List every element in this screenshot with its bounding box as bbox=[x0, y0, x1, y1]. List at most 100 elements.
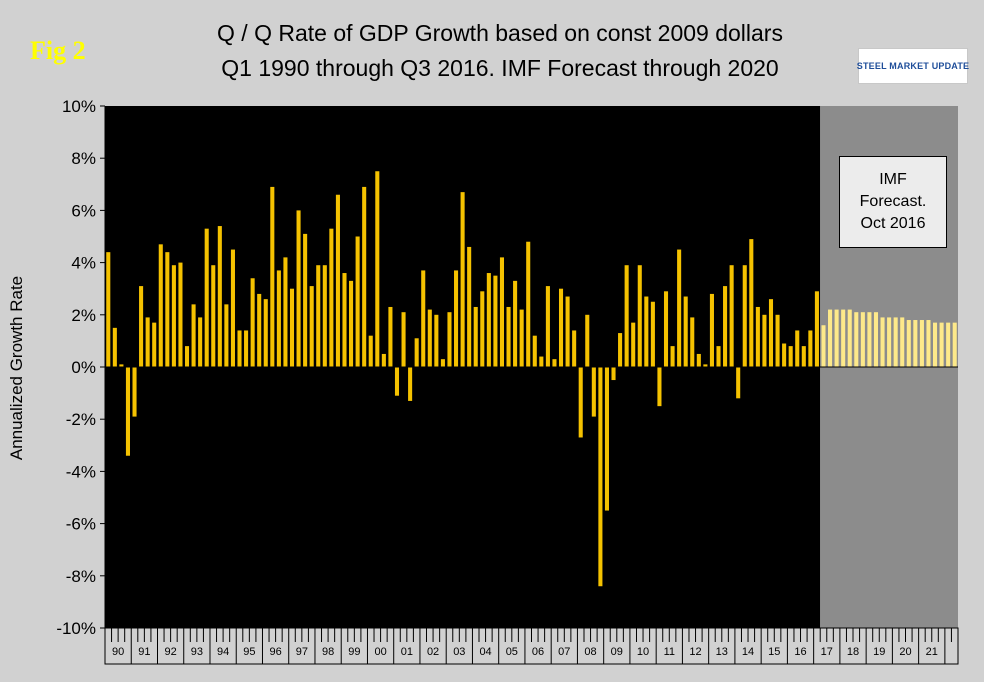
x-tick-label: 12 bbox=[689, 646, 701, 658]
bar-actual bbox=[526, 241, 531, 367]
bar-actual bbox=[637, 265, 642, 367]
x-tick-label: 00 bbox=[374, 646, 386, 658]
bar-actual bbox=[513, 280, 518, 367]
bar-forecast bbox=[821, 325, 826, 367]
bar-actual bbox=[618, 333, 623, 367]
bar-actual bbox=[171, 265, 176, 367]
x-tick-label: 91 bbox=[138, 646, 150, 658]
bar-actual bbox=[368, 335, 373, 367]
bar-actual bbox=[755, 306, 760, 367]
bar-actual bbox=[283, 257, 288, 367]
bar-actual bbox=[460, 192, 465, 367]
bar-forecast bbox=[834, 309, 839, 367]
bar-actual bbox=[289, 288, 295, 367]
bar-actual bbox=[381, 353, 386, 367]
bar-actual bbox=[723, 286, 728, 367]
bar-actual bbox=[650, 301, 655, 367]
bar-actual bbox=[663, 291, 669, 367]
x-tick-label: 95 bbox=[243, 646, 255, 658]
bar-actual bbox=[558, 288, 564, 367]
x-tick-label: 13 bbox=[716, 646, 728, 658]
bar-forecast bbox=[952, 322, 957, 367]
bar-actual bbox=[257, 293, 262, 367]
bar-actual bbox=[408, 367, 413, 401]
bar-actual bbox=[230, 249, 235, 367]
bar-actual bbox=[152, 322, 157, 367]
bar-actual bbox=[217, 226, 222, 367]
y-tick-label: -10% bbox=[56, 619, 96, 638]
bar-actual bbox=[198, 317, 203, 367]
x-tick-label: 10 bbox=[637, 646, 649, 658]
bar-actual bbox=[631, 322, 636, 367]
x-tick-label: 03 bbox=[453, 646, 465, 658]
bar-actual bbox=[716, 346, 721, 367]
bar-actual bbox=[276, 270, 281, 367]
bar-actual bbox=[224, 304, 229, 367]
bar-actual bbox=[303, 233, 308, 367]
x-tick-label: 93 bbox=[191, 646, 203, 658]
y-tick-label: 4% bbox=[71, 254, 96, 273]
x-tick-label: 97 bbox=[296, 646, 308, 658]
bar-actual bbox=[454, 270, 459, 367]
x-tick-label: 14 bbox=[742, 646, 754, 658]
bar-actual bbox=[204, 228, 209, 367]
bar-actual bbox=[401, 312, 406, 367]
bar-actual bbox=[506, 306, 511, 367]
x-axis: 90 91 92 93 94 95 96 97 98 99 00 01 02 03 04 05 06 07 08 09… bbox=[104, 627, 959, 665]
bar-actual bbox=[611, 367, 616, 381]
x-tick-label: 09 bbox=[611, 646, 623, 658]
bar-actual bbox=[309, 286, 314, 367]
y-tick-label: -8% bbox=[66, 567, 96, 586]
x-tick-label: 17 bbox=[821, 646, 833, 658]
chart-title-line-2: Q1 1990 through Q3 2016. IMF Forecast th… bbox=[221, 55, 779, 81]
x-tick-label: 04 bbox=[479, 646, 491, 658]
x-tick-label: 20 bbox=[899, 646, 911, 658]
bar-forecast bbox=[906, 320, 911, 367]
steel-market-update-logo: STEEL MARKET UPDATE bbox=[857, 48, 969, 84]
bar-actual bbox=[572, 330, 577, 367]
bar-actual bbox=[335, 194, 340, 367]
bar-forecast bbox=[887, 317, 892, 367]
bar-forecast bbox=[926, 320, 931, 367]
x-tick-label: 16 bbox=[794, 646, 806, 658]
x-tick-label: 02 bbox=[427, 646, 439, 658]
bar-actual bbox=[486, 273, 491, 367]
bar-actual bbox=[191, 304, 196, 367]
bar-forecast bbox=[880, 317, 885, 367]
bar-actual bbox=[362, 186, 367, 367]
y-tick-label: 8% bbox=[71, 149, 96, 168]
bar-actual bbox=[499, 257, 505, 367]
forecast-annotation-line-3: Oct 2016 bbox=[860, 215, 926, 232]
bar-forecast bbox=[939, 322, 944, 367]
x-tick-label: 90 bbox=[112, 646, 124, 658]
bar-actual bbox=[532, 335, 537, 367]
bar-actual bbox=[250, 278, 255, 367]
y-tick-label: 0% bbox=[71, 358, 96, 377]
bar-actual bbox=[545, 286, 550, 367]
x-tick-label: 11 bbox=[664, 646, 675, 658]
x-tick-label: 08 bbox=[584, 646, 596, 658]
x-tick-label: 06 bbox=[532, 646, 544, 658]
bar-actual bbox=[657, 367, 662, 407]
bar-actual bbox=[125, 367, 130, 456]
bar-actual bbox=[762, 314, 767, 367]
bar-actual bbox=[539, 356, 544, 367]
bar-actual bbox=[112, 327, 117, 367]
y-tick-label: 10% bbox=[62, 97, 96, 116]
y-tick-label: 6% bbox=[71, 201, 96, 220]
bar-forecast bbox=[873, 312, 879, 367]
bar-actual bbox=[440, 359, 445, 367]
bar-actual bbox=[736, 367, 741, 399]
x-tick-label: 15 bbox=[768, 646, 780, 658]
bar-actual bbox=[329, 228, 334, 367]
bar-actual bbox=[421, 270, 426, 367]
bar-actual bbox=[434, 314, 439, 367]
bar-forecast bbox=[913, 320, 918, 367]
x-tick-label: 96 bbox=[269, 646, 281, 658]
bar-actual bbox=[775, 314, 780, 367]
x-tick-label: 21 bbox=[926, 646, 938, 658]
forecast-annotation-line-2: Forecast. bbox=[859, 193, 927, 210]
bar-forecast bbox=[867, 312, 872, 367]
bar-actual bbox=[184, 346, 190, 367]
